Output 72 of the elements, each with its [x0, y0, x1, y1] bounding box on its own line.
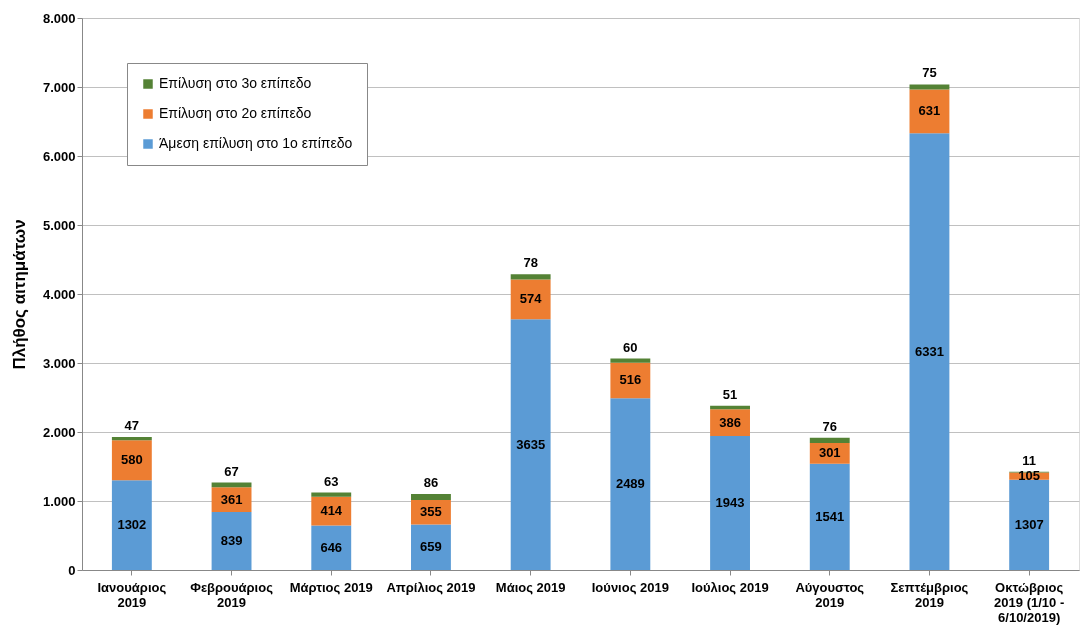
bar [510, 279, 551, 320]
y-tick-label: 4.000 [42, 286, 76, 302]
data-label: 60 [623, 339, 638, 355]
data-label: 105 [1018, 468, 1040, 484]
data-label: 839 [220, 533, 243, 549]
y-tick-label: 0 [68, 562, 76, 578]
x-tick-label: Ιανουάριος 2019 [97, 579, 167, 610]
data-label: 6331 [914, 343, 944, 359]
x-tick-label: Σεπτέμβριος 2019 [890, 579, 969, 610]
data-label: 2489 [615, 476, 645, 492]
data-label: 1943 [715, 494, 745, 510]
bar [710, 435, 750, 570]
bar [510, 319, 551, 570]
y-tick-label: 6.000 [42, 148, 76, 164]
data-label: 75 [922, 65, 937, 81]
x-tick-label: Απρίλιος 2019 [386, 579, 476, 595]
bar [809, 463, 850, 570]
bar [610, 398, 651, 570]
bar [411, 494, 451, 501]
bar [909, 133, 950, 570]
bar [510, 274, 551, 280]
x-tick-label: Μάρτιος 2019 [289, 579, 373, 595]
y-tick-label: 8.000 [42, 10, 76, 26]
x-tick-label: Οκτώβριος 2019 (1/10 - 6/10/2019) [994, 579, 1065, 625]
data-label: 67 [224, 463, 239, 479]
bar [809, 437, 850, 443]
x-tick-label: Ιούνιος 2019 [591, 579, 669, 595]
bar [111, 436, 152, 441]
data-label: 76 [822, 418, 837, 434]
data-label: 631 [918, 103, 941, 119]
y-tick-label: 2.000 [42, 424, 76, 440]
y-tick-label: 7.000 [42, 79, 76, 95]
bar [909, 84, 950, 90]
data-label: 516 [619, 372, 642, 388]
data-label: 1541 [815, 508, 845, 524]
data-label: 51 [722, 386, 738, 402]
data-label: 355 [420, 504, 442, 520]
bar [610, 358, 651, 363]
data-label: 414 [320, 503, 343, 519]
bar [311, 492, 352, 497]
x-tick-label: Μάιος 2019 [495, 579, 566, 595]
data-label: 86 [423, 475, 439, 491]
bar [311, 525, 352, 570]
data-label: 47 [124, 417, 140, 433]
y-tick-label: 1.000 [42, 493, 76, 509]
data-label: 361 [220, 491, 243, 507]
data-label: 1307 [1014, 516, 1044, 532]
bar [211, 512, 252, 570]
data-label: 3635 [516, 436, 546, 452]
y-axis-title: Πλήθος αιτημάτων [9, 219, 29, 370]
bar [1009, 479, 1050, 570]
bar [411, 524, 451, 570]
bar [111, 440, 152, 481]
y-tick-label: 3.000 [42, 355, 76, 371]
data-label: 63 [324, 473, 339, 489]
bar [111, 480, 152, 570]
legend-label: Επίλυση στο 2ο επίπεδο [159, 105, 312, 121]
data-label: 646 [320, 539, 343, 555]
data-label: 580 [121, 452, 143, 468]
legend-label: Επίλυση στο 3ο επίπεδο [159, 75, 312, 91]
data-label: 301 [818, 445, 841, 461]
legend-label: Άμεση επίλυση στο 1ο επίπεδο [159, 135, 353, 151]
data-label: 1302 [117, 517, 147, 533]
data-label: 11 [1022, 452, 1037, 468]
x-tick-label: Φεβρουάριος 2019 [190, 579, 274, 610]
data-label: 574 [519, 291, 543, 307]
data-label: 78 [523, 255, 538, 271]
data-label: 386 [719, 414, 741, 430]
x-tick-label: Αύγουστος 2019 [795, 579, 865, 610]
y-tick-label: 5.000 [42, 217, 76, 233]
data-label: 659 [420, 539, 442, 555]
x-tick-label: Ιούλιος 2019 [691, 579, 769, 595]
